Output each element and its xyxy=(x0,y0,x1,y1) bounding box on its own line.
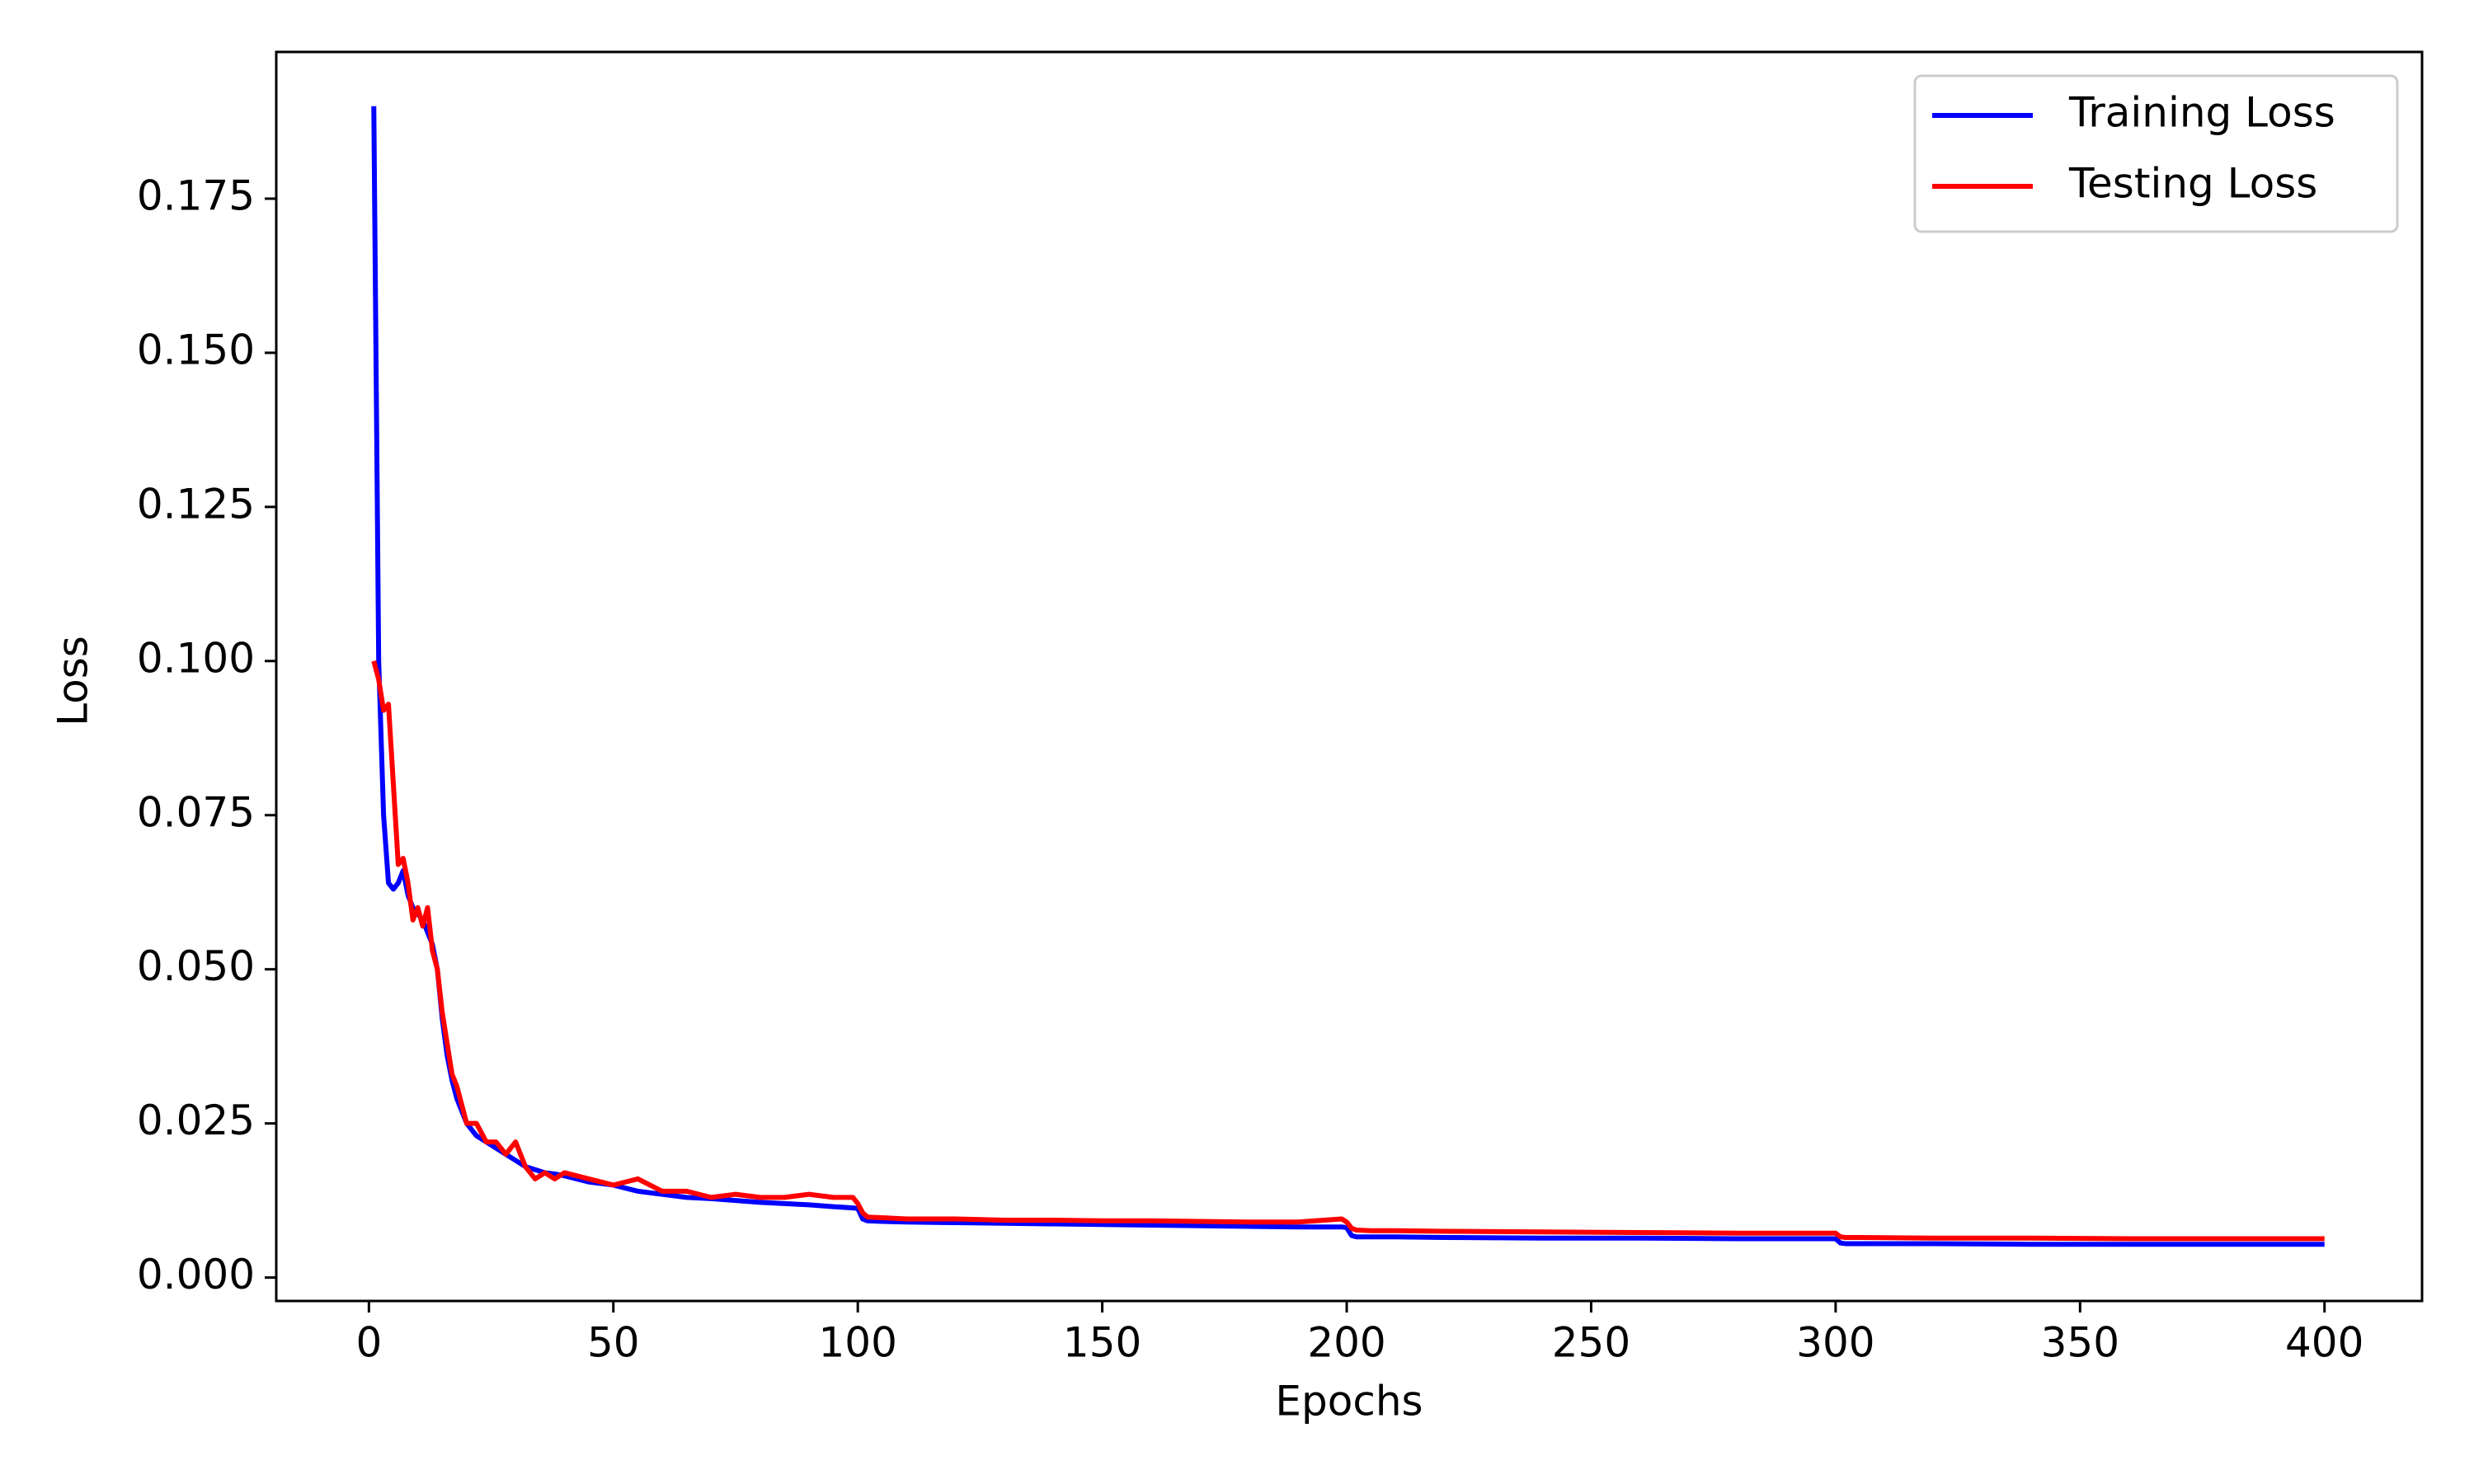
legend-label: Testing Loss xyxy=(2068,160,2317,208)
y-axis-label: Loss xyxy=(49,636,97,726)
x-tick-label: 400 xyxy=(2285,1319,2363,1367)
y-tick-label: 0.025 xyxy=(137,1097,255,1144)
y-tick-label: 0.150 xyxy=(137,326,255,373)
x-axis-label: Epochs xyxy=(1275,1378,1423,1425)
y-tick-label: 0.125 xyxy=(137,480,255,528)
x-tick-label: 150 xyxy=(1063,1319,1141,1367)
series-line xyxy=(371,660,2325,1242)
legend-label: Training Loss xyxy=(2068,89,2335,137)
y-tick-label: 0.175 xyxy=(137,171,255,219)
x-tick-label: 50 xyxy=(587,1319,640,1367)
plot-frame xyxy=(275,50,2424,1303)
x-tick-label: 300 xyxy=(1796,1319,1874,1367)
x-tick-label: 0 xyxy=(355,1319,382,1367)
y-tick-label: 0.075 xyxy=(137,788,255,836)
x-tick-label: 250 xyxy=(1552,1319,1630,1367)
x-tick-label: 350 xyxy=(2041,1319,2119,1367)
y-tick-label: 0.000 xyxy=(137,1251,255,1298)
y-tick-label: 0.050 xyxy=(137,942,255,990)
legend-box xyxy=(1913,74,2399,233)
x-tick-label: 100 xyxy=(818,1319,896,1367)
y-tick-label: 0.100 xyxy=(137,634,255,682)
x-tick-label: 200 xyxy=(1307,1319,1385,1367)
